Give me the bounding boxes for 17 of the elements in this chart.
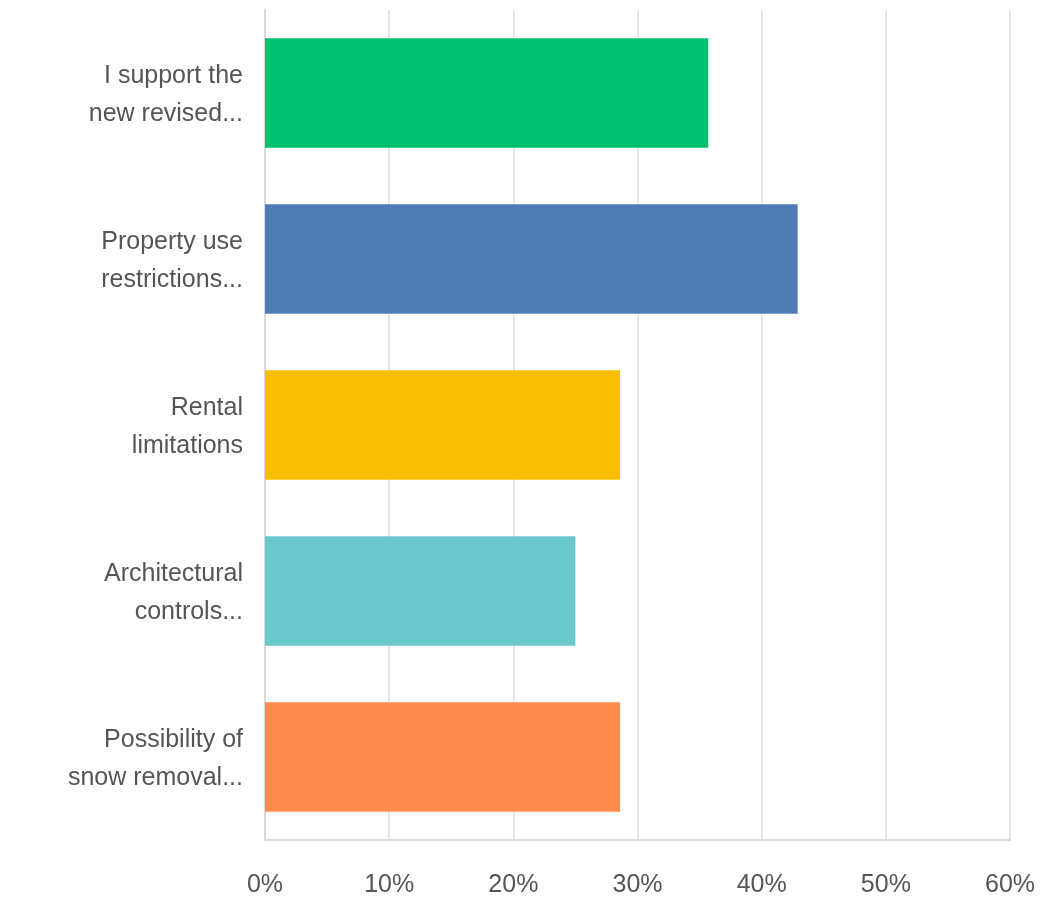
x-tick-label: 10% — [364, 868, 415, 897]
x-tick-label: 0% — [246, 868, 284, 897]
y-tick-label: I support the new revised... — [88, 60, 243, 126]
x-tick-label: 60% — [984, 868, 1036, 897]
x-tick-label: 30% — [612, 868, 663, 897]
x-tick-label: 50% — [860, 868, 911, 897]
y-tick-label: Rental limitations — [131, 392, 243, 458]
bar — [265, 702, 621, 812]
y-tick-label: Possibility of snow removal... — [67, 724, 244, 790]
bar — [265, 38, 709, 148]
bar — [265, 204, 798, 314]
bar — [265, 536, 576, 646]
bar — [265, 370, 621, 480]
y-tick-label: Property use restrictions... — [101, 226, 243, 292]
x-tick-label: 20% — [488, 868, 539, 897]
x-tick-label: 40% — [736, 868, 787, 897]
y-tick-label: Architectural controls... — [104, 558, 243, 624]
